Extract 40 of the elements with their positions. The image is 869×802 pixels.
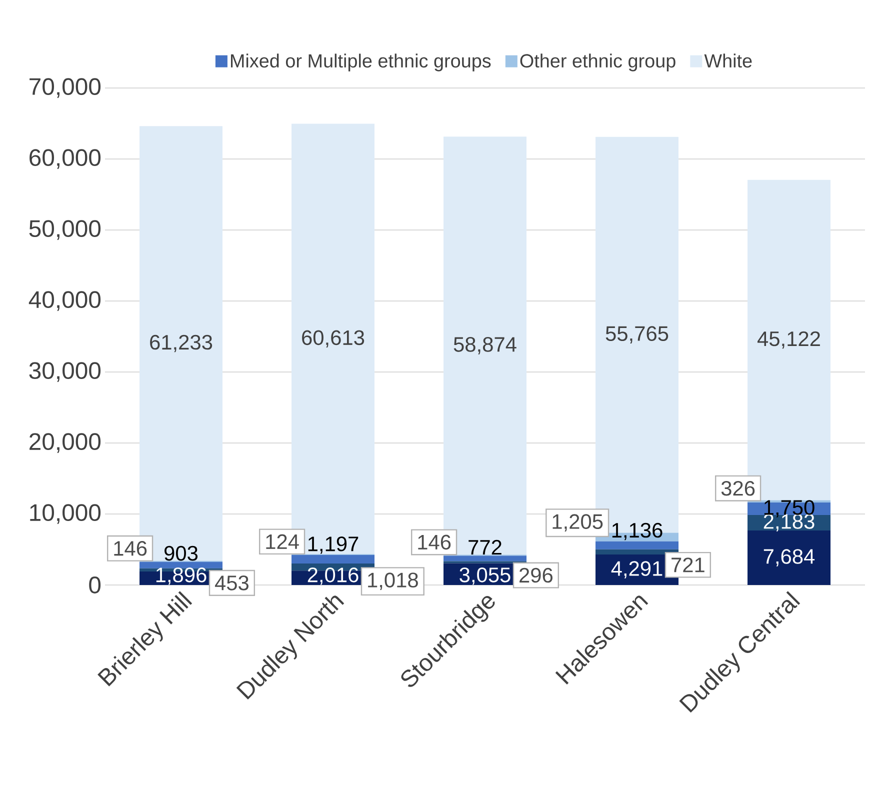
y-tick-label: 20,000 (30, 433, 101, 453)
legend-label: Other ethnic group (520, 54, 676, 72)
y-tick-label: 10,000 (30, 504, 101, 524)
bar (140, 562, 222, 568)
data-label: 903 (164, 546, 198, 561)
data-label: 7,684 (764, 549, 815, 566)
data-label: 453 (214, 576, 248, 590)
y-tick-label: 0 (89, 576, 101, 594)
data-label: 1,205 (552, 514, 603, 532)
data-label: 45,122 (757, 331, 820, 349)
data-label: 58,874 (454, 337, 516, 354)
bar (748, 530, 831, 585)
data-label: 146 (418, 534, 451, 550)
data-label: 1,136 (612, 522, 662, 540)
data-label: 721 (672, 558, 704, 572)
data-label: 61,233 (150, 334, 212, 352)
data-label: 326 (721, 480, 755, 496)
data-label: 3,055 (460, 568, 510, 585)
y-tick-label: 40,000 (28, 291, 101, 311)
data-label: 1,018 (368, 572, 418, 590)
data-label: 1,197 (308, 536, 358, 554)
bar (596, 541, 679, 550)
bar (292, 554, 375, 564)
y-tick-label: 50,000 (29, 220, 101, 240)
y-tick-label: 60,000 (30, 149, 101, 169)
data-label: 55,765 (606, 326, 668, 344)
legend-label: Mixed or Multiple ethnic groups (230, 54, 491, 72)
data-label: 4,291 (611, 561, 662, 578)
legend-label: White (704, 54, 752, 68)
bar (596, 549, 679, 555)
data-label: 772 (468, 540, 502, 555)
data-label: 124 (266, 534, 299, 549)
data-label: 60,613 (302, 330, 364, 348)
data-label: 296 (520, 568, 552, 583)
data-label: 1,896 (156, 568, 206, 585)
bar (444, 556, 527, 562)
data-label: 146 (114, 540, 147, 556)
data-label: 2,016 (308, 568, 358, 585)
y-tick-label: 30,000 (29, 362, 101, 382)
y-tick-label: 70,000 (30, 78, 101, 98)
